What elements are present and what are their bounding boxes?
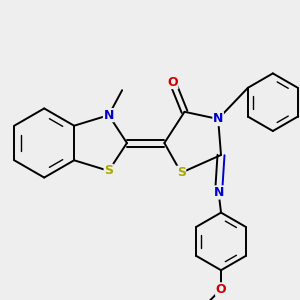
Text: N: N — [103, 109, 114, 122]
Text: O: O — [167, 76, 178, 88]
Text: O: O — [216, 283, 226, 296]
Text: N: N — [213, 112, 223, 125]
Text: N: N — [213, 186, 224, 199]
Text: S: S — [104, 164, 113, 177]
Text: S: S — [177, 166, 186, 179]
